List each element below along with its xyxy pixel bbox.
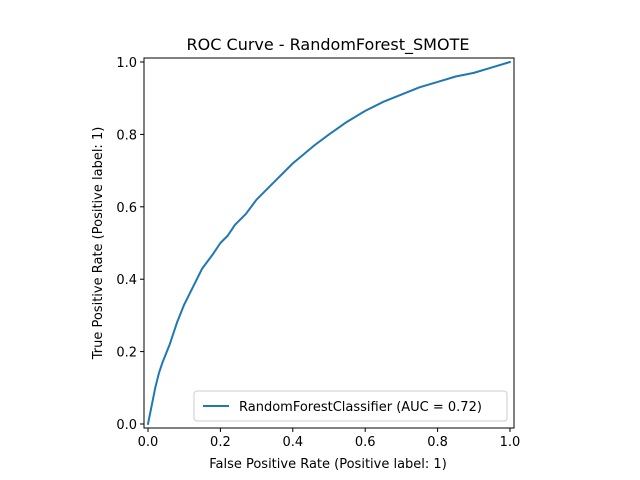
x-tick-label: 1.0 (500, 435, 521, 450)
x-tick-label: 0.8 (427, 435, 448, 450)
legend: RandomForestClassifier (AUC = 0.72) (193, 390, 508, 422)
y-tick-label: 0.0 (116, 418, 137, 433)
y-tick-label: 0.8 (116, 128, 137, 143)
plot-area-frame (143, 57, 515, 429)
legend-box (193, 390, 508, 422)
chart-title: ROC Curve - RandomForest_SMOTE (187, 35, 470, 55)
x-axis: 0.0 0.2 0.4 0.6 0.8 1.0 (138, 428, 521, 450)
x-tick-label: 0.4 (282, 435, 303, 450)
x-axis-label: False Positive Rate (Positive label: 1) (209, 457, 447, 472)
legend-label: RandomForestClassifier (AUC = 0.72) (239, 400, 482, 415)
x-tick-label: 0.0 (138, 435, 159, 450)
x-tick-label: 0.6 (355, 435, 376, 450)
roc-curve-line (147, 61, 511, 425)
y-axis-label: True Positive Rate (Positive label: 1) (91, 127, 106, 361)
y-tick-label: 1.0 (116, 56, 137, 71)
y-tick-label: 0.6 (116, 201, 137, 216)
y-axis: 0.0 0.2 0.4 0.6 0.8 1.0 (116, 56, 144, 433)
y-tick-label: 0.4 (116, 273, 137, 288)
y-tick-label: 0.2 (116, 346, 137, 361)
x-tick-label: 0.2 (210, 435, 231, 450)
series-layer (147, 61, 511, 425)
